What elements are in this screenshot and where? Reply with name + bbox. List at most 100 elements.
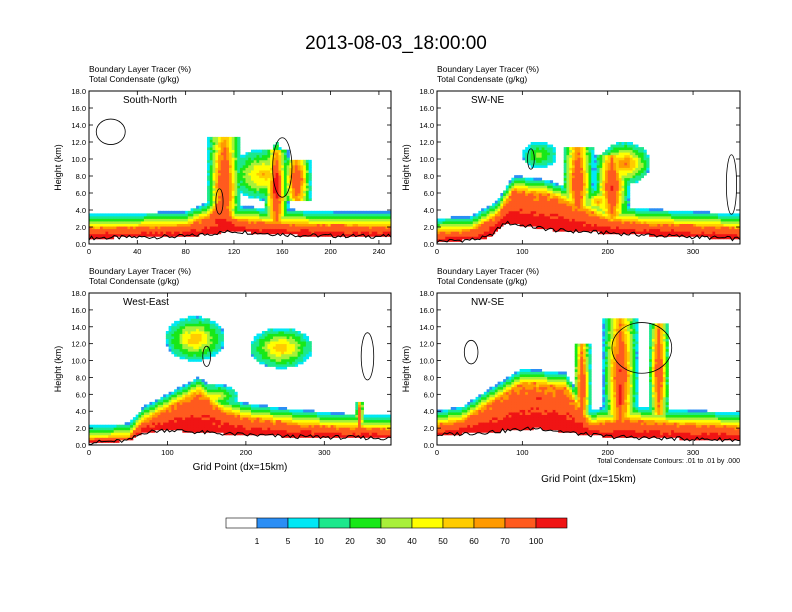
tracer-cell <box>201 389 205 393</box>
tracer-cell <box>461 233 465 237</box>
tracer-cell <box>297 170 301 173</box>
tracer-cell <box>91 231 95 235</box>
tracer-cell <box>207 228 211 232</box>
tracer-cell <box>693 233 697 237</box>
tracer-cell <box>525 159 529 163</box>
tracer-cell <box>135 223 139 227</box>
tracer-cell <box>215 195 219 199</box>
tracer-cell <box>187 417 191 421</box>
tracer-cell <box>231 167 235 171</box>
tracer-cell <box>275 164 279 168</box>
tracer-cell <box>248 164 252 168</box>
tracer-cell <box>336 226 340 230</box>
condensate-contour <box>725 154 737 215</box>
tracer-cell <box>196 336 200 339</box>
tracer-cell <box>234 157 238 161</box>
tracer-cell <box>635 149 639 153</box>
tracer-cell <box>138 233 142 237</box>
tracer-cell <box>616 215 620 219</box>
tracer-cell <box>580 154 584 158</box>
tracer-cell <box>229 154 233 158</box>
tracer-cell <box>533 147 537 151</box>
tracer-cell <box>651 213 655 217</box>
tracer-cell <box>371 231 375 235</box>
tracer-cell <box>168 417 172 421</box>
tracer-cell <box>108 226 112 230</box>
tracer-cell <box>549 205 554 209</box>
tracer-cell <box>709 215 713 219</box>
tracer-cell <box>319 223 323 227</box>
tracer-cell <box>665 223 669 227</box>
tracer-cell <box>632 157 636 161</box>
tracer-cell <box>179 320 183 324</box>
tracer-cell <box>662 215 667 219</box>
tracer-cell <box>182 409 186 413</box>
tracer-cell <box>571 205 576 209</box>
tracer-cell <box>347 223 351 227</box>
tracer-cell <box>193 323 197 327</box>
tracer-cell <box>171 233 175 237</box>
tracer-cell <box>196 333 200 337</box>
tracer-cell <box>215 147 219 151</box>
tracer-cell <box>253 167 257 171</box>
tracer-cell <box>174 233 178 237</box>
tracer-cell <box>113 226 117 230</box>
tracer-cell <box>660 218 664 222</box>
tracer-cell <box>179 231 183 235</box>
tracer-cell <box>264 164 268 168</box>
tracer-cell <box>234 152 238 156</box>
tracer-cell <box>204 381 208 385</box>
tracer-cell <box>237 187 241 191</box>
tracer-cell <box>201 427 205 431</box>
tracer-cell <box>577 223 581 227</box>
tracer-cell <box>102 221 106 224</box>
tracer-cell <box>533 190 537 194</box>
tracer-cell <box>143 404 148 408</box>
tracer-cell <box>682 215 686 219</box>
tracer-cell <box>566 195 570 199</box>
tracer-cell <box>607 182 611 186</box>
tracer-cell <box>701 213 705 217</box>
tracer-cell <box>242 218 246 222</box>
tracer-cell <box>500 198 504 202</box>
tracer-cell <box>349 215 353 219</box>
tracer-cell <box>113 215 117 219</box>
tracer-cell <box>552 152 556 156</box>
tracer-cell <box>187 323 191 327</box>
tracer-cell <box>193 419 197 423</box>
tracer-cell <box>130 427 134 431</box>
tracer-cell <box>116 427 120 431</box>
tracer-cell <box>679 213 683 217</box>
tracer-cell <box>500 215 504 219</box>
tracer-cell <box>283 159 288 163</box>
tracer-cell <box>281 175 285 179</box>
tracer-cell <box>349 218 353 222</box>
tracer-cell <box>624 164 628 168</box>
tracer-cell <box>218 221 222 224</box>
tracer-cell <box>319 221 323 224</box>
tracer-cell <box>171 323 175 327</box>
tracer-cell <box>358 226 362 230</box>
tracer-cell <box>522 210 526 214</box>
tracer-cell <box>450 223 454 227</box>
tracer-cell <box>448 223 452 227</box>
tracer-cell <box>272 210 277 214</box>
tracer-cell <box>196 205 200 209</box>
tracer-cell <box>270 213 274 217</box>
tracer-cell <box>165 333 170 337</box>
tracer-cell <box>116 215 120 219</box>
tracer-cell <box>209 331 213 334</box>
tracer-cell <box>165 215 170 219</box>
tracer-cell <box>212 343 216 347</box>
tracer-cell <box>679 226 683 230</box>
tracer-cell <box>152 215 156 219</box>
tracer-cell <box>89 439 93 443</box>
tracer-cell <box>278 157 282 161</box>
tracer-cell <box>305 159 310 163</box>
tracer-cell <box>283 164 288 168</box>
tracer-cell <box>632 147 636 151</box>
tracer-cell <box>253 221 257 224</box>
tracer-cell <box>516 185 521 189</box>
tracer-cell <box>475 221 479 224</box>
tracer-cell <box>336 228 340 232</box>
